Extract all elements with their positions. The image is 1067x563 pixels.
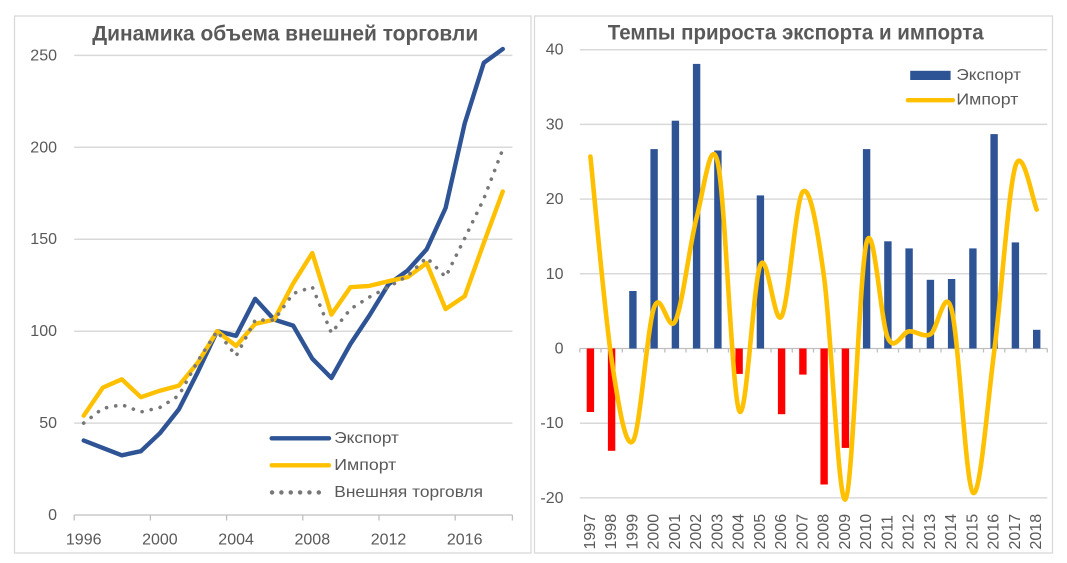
svg-text:2012: 2012 xyxy=(901,514,918,550)
svg-text:2003: 2003 xyxy=(709,514,726,550)
svg-text:Динамика объема внешней торгов: Динамика объема внешней торговли xyxy=(92,22,478,46)
svg-text:Внешняя торговля: Внешняя торговля xyxy=(334,484,483,501)
svg-text:2008: 2008 xyxy=(295,532,331,549)
svg-text:100: 100 xyxy=(30,323,57,340)
svg-text:2005: 2005 xyxy=(752,514,769,550)
svg-text:2000: 2000 xyxy=(646,514,663,550)
svg-text:0: 0 xyxy=(555,341,564,358)
svg-text:2009: 2009 xyxy=(837,514,854,550)
svg-text:0: 0 xyxy=(48,507,57,524)
svg-text:-20: -20 xyxy=(540,490,563,507)
svg-text:2001: 2001 xyxy=(667,514,684,550)
svg-text:2006: 2006 xyxy=(773,514,790,550)
svg-text:2017: 2017 xyxy=(1007,514,1024,550)
svg-text:2014: 2014 xyxy=(943,514,960,550)
svg-text:1997: 1997 xyxy=(582,514,599,550)
svg-text:40: 40 xyxy=(546,42,564,59)
svg-text:2012: 2012 xyxy=(371,532,407,549)
svg-text:2007: 2007 xyxy=(794,514,811,550)
svg-text:2016: 2016 xyxy=(447,532,483,549)
svg-text:20: 20 xyxy=(546,191,564,208)
svg-text:2008: 2008 xyxy=(816,514,833,550)
svg-text:50: 50 xyxy=(39,415,57,432)
svg-text:Темпы прироста экспорта и импо: Темпы прироста экспорта и импорта xyxy=(608,21,985,45)
svg-text:Импорт: Импорт xyxy=(956,92,1019,109)
svg-text:2000: 2000 xyxy=(142,532,178,549)
svg-text:2011: 2011 xyxy=(879,515,896,550)
svg-text:2013: 2013 xyxy=(922,514,939,550)
svg-text:2016: 2016 xyxy=(986,514,1003,550)
svg-text:Экспорт: Экспорт xyxy=(334,430,399,447)
svg-text:1998: 1998 xyxy=(603,514,620,550)
svg-text:30: 30 xyxy=(546,116,564,133)
svg-text:Импорт: Импорт xyxy=(334,457,397,474)
svg-text:2018: 2018 xyxy=(1028,514,1045,550)
svg-text:2002: 2002 xyxy=(688,514,705,550)
svg-text:250: 250 xyxy=(30,47,57,64)
svg-text:-10: -10 xyxy=(540,415,563,432)
svg-text:2010: 2010 xyxy=(858,514,875,550)
svg-text:Экспорт: Экспорт xyxy=(956,67,1021,84)
svg-text:10: 10 xyxy=(546,266,564,283)
svg-text:2004: 2004 xyxy=(218,532,254,549)
svg-text:1996: 1996 xyxy=(66,532,102,549)
svg-text:2015: 2015 xyxy=(964,514,981,550)
svg-text:2004: 2004 xyxy=(731,514,748,550)
svg-text:150: 150 xyxy=(30,231,57,248)
svg-text:200: 200 xyxy=(30,139,57,156)
svg-text:1999: 1999 xyxy=(624,514,641,550)
